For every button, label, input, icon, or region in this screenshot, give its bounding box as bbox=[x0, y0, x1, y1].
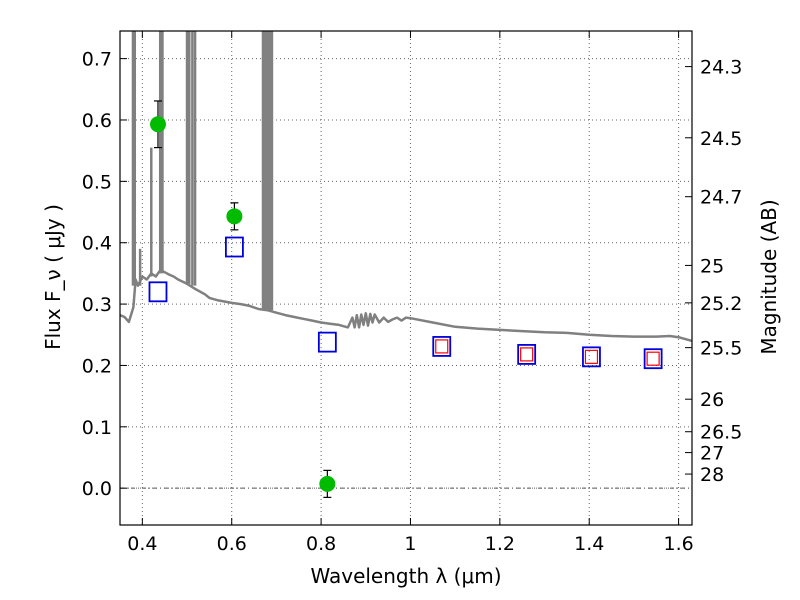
x-tick-label: 1 bbox=[404, 533, 416, 555]
x-tick-label: 1.6 bbox=[663, 533, 693, 555]
model-photometry-square bbox=[224, 236, 244, 258]
magnitude-tick-label: 25.5 bbox=[700, 338, 742, 360]
y-tick-label: 0.3 bbox=[82, 294, 112, 316]
magnitude-tick-label: 24.7 bbox=[700, 187, 742, 209]
magnitude-tick-label: 26 bbox=[700, 389, 724, 411]
y-tick-label: 0.7 bbox=[82, 49, 112, 71]
model-photometry-small-square bbox=[646, 351, 660, 366]
model-photometry-small-square bbox=[435, 339, 449, 354]
y-tick-label: 0.6 bbox=[82, 110, 112, 132]
tick-labels: 0.4 0.6 0.8 1 1.2 1.4 1.6 0.0 0.1 0.2 0.3 0.4 0.5 0.6… bbox=[82, 49, 743, 555]
grid-lines bbox=[120, 31, 692, 525]
x-tick-label: 0.6 bbox=[217, 533, 247, 555]
x-tick-label: 0.8 bbox=[306, 533, 336, 555]
y-right-axis-title: Magnitude (AB) bbox=[757, 199, 781, 354]
magnitude-tick-label: 25.2 bbox=[700, 293, 742, 315]
y-tick-label: 0.4 bbox=[82, 233, 112, 255]
y-tick-label: 0.2 bbox=[82, 355, 112, 377]
magnitude-tick-label: 27 bbox=[700, 443, 724, 465]
x-tick-label: 0.4 bbox=[127, 533, 157, 555]
y-tick-label: 0.0 bbox=[82, 478, 112, 500]
x-tick-label: 1.2 bbox=[485, 533, 515, 555]
data-layer bbox=[120, 31, 692, 498]
model-photometry-small-square bbox=[520, 347, 534, 362]
magnitude-tick-label: 28 bbox=[700, 464, 724, 486]
magnitude-tick-label: 24.3 bbox=[700, 57, 742, 79]
model-photometry-square bbox=[643, 348, 663, 370]
model-spectrum-line bbox=[120, 269, 692, 343]
x-tick-label: 1.4 bbox=[574, 533, 604, 555]
y-tick-label: 0.1 bbox=[82, 417, 112, 439]
model-photometry-square bbox=[148, 281, 168, 303]
magnitude-tick-label: 26.5 bbox=[700, 422, 742, 444]
y-axis-title: Flux F_ν ( μJy ) bbox=[41, 204, 65, 350]
model-photometry-small-square bbox=[584, 349, 599, 364]
magnitude-tick-label: 25 bbox=[700, 255, 724, 277]
observed-flux-point bbox=[319, 475, 336, 492]
magnitude-tick-label: 24.5 bbox=[700, 128, 742, 150]
plot-frame bbox=[119, 30, 693, 526]
model-photometry-square bbox=[432, 336, 452, 357]
x-axis-title: Wavelength λ (μm) bbox=[310, 564, 501, 588]
observed-flux-point bbox=[149, 116, 166, 133]
observed-flux-point bbox=[226, 208, 243, 225]
y-tick-label: 0.5 bbox=[82, 171, 112, 193]
model-photometry-square bbox=[582, 346, 601, 368]
tick-marks bbox=[120, 31, 692, 525]
model-photometry-square bbox=[317, 331, 337, 353]
model-photometry-square bbox=[517, 344, 537, 365]
